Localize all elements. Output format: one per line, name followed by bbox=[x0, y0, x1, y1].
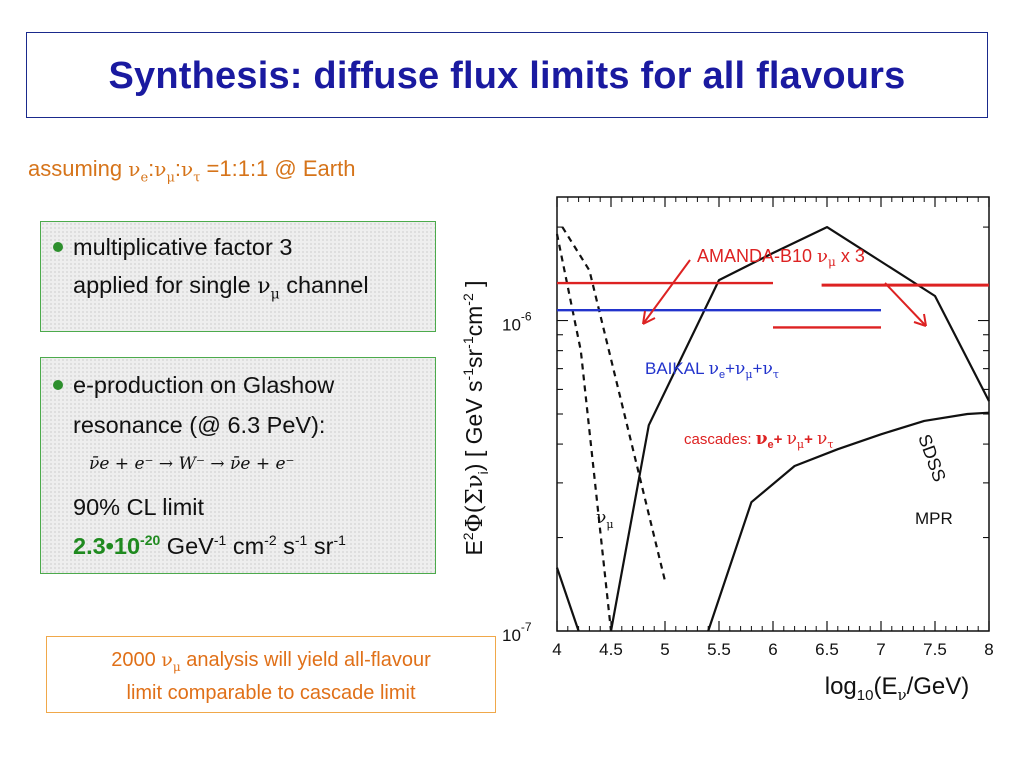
sdss-label: SDSS bbox=[914, 432, 950, 485]
y-axis-title: E2Φ(Σνi) [ GeV s-1sr-1cm-2 ] bbox=[460, 280, 491, 555]
amanda-label: AMANDA-B10 νμ x 3 bbox=[697, 246, 865, 269]
x-tick-label: 7.5 bbox=[923, 640, 947, 659]
x-tick-label: 5 bbox=[660, 640, 669, 659]
glashow-line-1: e-production on Glashow bbox=[73, 372, 335, 398]
factor-line-2a: applied for single bbox=[73, 272, 258, 298]
factor-nu: ν bbox=[257, 274, 271, 299]
y-tick-label: 10-6 bbox=[502, 310, 532, 335]
analysis-note-box: 2000 νμ analysis will yield all-flavour … bbox=[46, 636, 496, 713]
amanda-arrows bbox=[642, 259, 927, 327]
curves bbox=[555, 226, 990, 632]
baikal-label: BAIKAL νe+νμ+ντ bbox=[645, 359, 779, 381]
x-axis-title: log10(Eν/GeV) bbox=[825, 673, 970, 704]
glashow-line-2: resonance (@ 6.3 PeV): bbox=[73, 412, 326, 438]
subtitle-sub-e: e bbox=[140, 170, 149, 186]
analysis-note-b: analysis will yield all-flavour bbox=[180, 649, 431, 671]
analysis-note-sub: μ bbox=[172, 660, 181, 674]
limit-exponent: -20 bbox=[140, 532, 161, 548]
limit-units-b: cm bbox=[226, 532, 265, 559]
factor-bullet-item: multiplicative factor 3 applied for sing… bbox=[53, 232, 423, 303]
limit-units-exp4: -1 bbox=[333, 532, 346, 548]
curve-unnamed-4 bbox=[555, 567, 580, 632]
glashow-note-box: e-production on Glashow resonance (@ 6.3… bbox=[40, 357, 436, 574]
factor-note-box: multiplicative factor 3 applied for sing… bbox=[40, 221, 436, 332]
limit-units-exp2: -2 bbox=[264, 532, 277, 548]
subtitle-sep2: : bbox=[174, 156, 182, 181]
limit-units-exp3: -1 bbox=[294, 532, 308, 548]
mpr-label: MPR bbox=[915, 509, 953, 528]
y-tick-label: 10-7 bbox=[502, 620, 532, 645]
factor-line-2b: channel bbox=[279, 272, 369, 298]
curve-mpr bbox=[707, 411, 990, 632]
analysis-note-nu: ν bbox=[161, 649, 173, 671]
curve-sdss bbox=[609, 226, 990, 632]
glashow-equation: ν̄e + e⁻ → W⁻ → ν̄e + e⁻ bbox=[89, 454, 295, 474]
subtitle-nu-e: ν bbox=[128, 157, 141, 181]
limit-value: 2.3•10 bbox=[73, 532, 141, 559]
limit-lines bbox=[557, 281, 989, 329]
subtitle-prefix: assuming bbox=[28, 156, 129, 181]
limit-units-c: s bbox=[276, 532, 295, 559]
title-box: Synthesis: diffuse flux limits for all f… bbox=[26, 32, 988, 118]
curve-unnamed-3 bbox=[561, 226, 667, 582]
arrow-right bbox=[884, 282, 927, 327]
curve-numu bbox=[555, 233, 613, 632]
cascades-label: cascades: νe+ νμ+ ντ bbox=[684, 429, 833, 451]
x-tick-label: 7 bbox=[876, 640, 885, 659]
x-tick-label: 6.5 bbox=[815, 640, 839, 659]
subtitle: assuming νe:νμ:ντ =1:1:1 @ Earth bbox=[28, 156, 355, 185]
limit-value-line: 2.3•10-20 GeV-1 cm-2 s-1 sr-1 bbox=[73, 532, 346, 560]
limit-units-a: GeV bbox=[160, 532, 214, 559]
factor-line-2: applied for single νμ channel bbox=[73, 270, 369, 310]
factor-nu-sub: μ bbox=[270, 286, 280, 303]
bullet-dot-icon bbox=[53, 380, 63, 390]
arrow-right-head bbox=[913, 313, 927, 327]
subtitle-nu-tau: ν bbox=[181, 157, 194, 181]
factor-line-1: multiplicative factor 3 bbox=[73, 234, 293, 260]
subtitle-nu-mu: ν bbox=[154, 157, 167, 181]
subtitle-sub-mu: μ bbox=[166, 170, 175, 186]
subtitle-suffix: =1:1:1 @ Earth bbox=[200, 156, 356, 181]
arrow-left-head bbox=[642, 310, 656, 325]
cl-limit-label: 90% CL limit bbox=[73, 494, 205, 520]
x-tick-label: 8 bbox=[984, 640, 993, 659]
subtitle-sub-tau: τ bbox=[193, 170, 201, 186]
analysis-note-line-2: limit comparable to cascade limit bbox=[126, 682, 416, 704]
x-tick-label: 5.5 bbox=[707, 640, 731, 659]
subtitle-sep1: : bbox=[148, 156, 155, 181]
bullet-dot-icon bbox=[53, 242, 63, 252]
limit-units-exp1: -1 bbox=[213, 532, 227, 548]
axis-ticks: 4 4.5 5 5.5 6 6.5 7 7.5 8 10-6 10-7 bbox=[502, 197, 994, 659]
numu-label: νμ bbox=[596, 508, 614, 531]
x-tick-label: 4 bbox=[552, 640, 561, 659]
page-title: Synthesis: diffuse flux limits for all f… bbox=[108, 55, 906, 97]
limit-units-d: sr bbox=[307, 532, 334, 559]
glashow-bullet-item: e-production on Glashow resonance (@ 6.3… bbox=[53, 370, 423, 565]
arrow-left bbox=[642, 259, 691, 325]
x-tick-label: 6 bbox=[768, 640, 777, 659]
x-tick-label: 4.5 bbox=[599, 640, 623, 659]
analysis-note-a: 2000 bbox=[111, 649, 162, 671]
analysis-note-line-1: 2000 νμ analysis will yield all-flavour bbox=[47, 647, 495, 680]
